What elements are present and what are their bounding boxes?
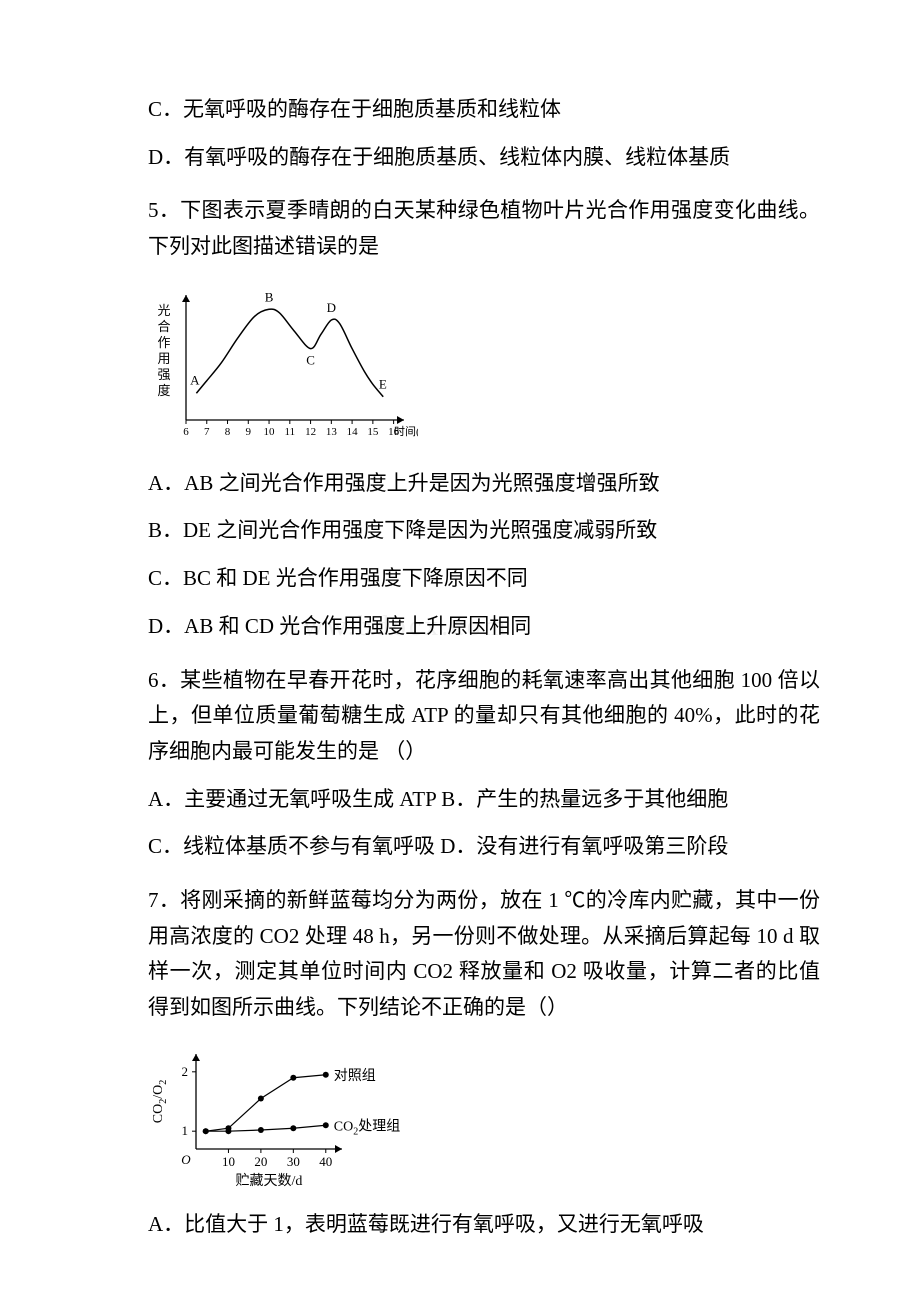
q7-chart-svg: O 10 20 30 40 1 2 CO2/O2 贮藏天数/d 对照组 CO2处理组 bbox=[148, 1044, 428, 1189]
svg-text:14: 14 bbox=[347, 426, 359, 438]
q5-stem-text: 5．下图表示夏季晴朗的白天某种绿色植物叶片光合作用强度变化曲线。下列对此图描述错… bbox=[148, 198, 820, 258]
svg-text:9: 9 bbox=[246, 426, 252, 438]
q5-stem-line1: 5．下图表示夏季晴朗的白天某种绿色植物叶片光合作用强度变化曲线。下列对此图描述错… bbox=[148, 193, 820, 264]
svg-text:对照组: 对照组 bbox=[334, 1067, 376, 1083]
q5-option-d: D．AB 和 CD 光合作用强度上升原因相同 bbox=[148, 609, 820, 645]
svg-text:用: 用 bbox=[157, 351, 170, 366]
svg-text:作: 作 bbox=[157, 335, 170, 350]
svg-text:O: O bbox=[181, 1152, 191, 1167]
svg-text:11: 11 bbox=[285, 426, 296, 438]
svg-text:合: 合 bbox=[157, 319, 170, 334]
svg-text:时间(h): 时间(h) bbox=[394, 425, 418, 438]
q4-option-d: D．有氧呼吸的酶存在于细胞质基质、线粒体内膜、线粒体基质 bbox=[148, 140, 820, 176]
svg-text:度: 度 bbox=[157, 383, 170, 398]
svg-text:40: 40 bbox=[319, 1154, 332, 1169]
q5-option-b: B．DE 之间光合作用强度下降是因为光照强度减弱所致 bbox=[148, 513, 820, 549]
q7-option-a: A．比值大于 1，表明蓝莓既进行有氧呼吸，又进行无氧呼吸 bbox=[148, 1207, 820, 1243]
svg-text:10: 10 bbox=[222, 1154, 235, 1169]
svg-text:1: 1 bbox=[182, 1123, 189, 1138]
svg-text:强: 强 bbox=[157, 367, 170, 382]
q5-chart: 678910111213141516时间(h)光合作用强度ABCDE bbox=[148, 283, 820, 448]
svg-text:A: A bbox=[190, 372, 200, 387]
svg-text:30: 30 bbox=[287, 1154, 300, 1169]
svg-text:20: 20 bbox=[254, 1154, 267, 1169]
q7-stem: 7．将刚采摘的新鲜蓝莓均分为两份，放在 1 ℃的冷库内贮藏，其中一份用高浓度的 … bbox=[148, 883, 820, 1026]
svg-text:12: 12 bbox=[305, 426, 316, 438]
svg-text:CO2/O2: CO2/O2 bbox=[151, 1079, 169, 1122]
q7-chart: O 10 20 30 40 1 2 CO2/O2 贮藏天数/d 对照组 CO2处理组 bbox=[148, 1044, 820, 1189]
q6-stem: 6．某些植物在早春开花时，花序细胞的耗氧速率高出其他细胞 100 倍以上，但单位… bbox=[148, 663, 820, 770]
svg-text:10: 10 bbox=[264, 426, 276, 438]
svg-text:D: D bbox=[327, 300, 336, 315]
q5-option-c: C．BC 和 DE 光合作用强度下降原因不同 bbox=[148, 561, 820, 597]
svg-text:2: 2 bbox=[182, 1064, 189, 1079]
svg-text:C: C bbox=[306, 352, 315, 367]
q6-option-ab: A．主要通过无氧呼吸生成 ATP B．产生的热量远多于其他细胞 bbox=[148, 782, 820, 818]
q6-option-cd: C．线粒体基质不参与有氧呼吸 D．没有进行有氧呼吸第三阶段 bbox=[148, 829, 820, 865]
q5-option-a: A．AB 之间光合作用强度上升是因为光照强度增强所致 bbox=[148, 466, 820, 502]
document-page: C．无氧呼吸的酶存在于细胞质基质和线粒体 D．有氧呼吸的酶存在于细胞质基质、线粒… bbox=[0, 0, 920, 1314]
svg-text:6: 6 bbox=[183, 426, 189, 438]
svg-text:8: 8 bbox=[225, 426, 231, 438]
svg-text:E: E bbox=[379, 376, 387, 391]
svg-text:13: 13 bbox=[326, 426, 338, 438]
svg-text:7: 7 bbox=[204, 426, 210, 438]
svg-text:贮藏天数/d: 贮藏天数/d bbox=[236, 1173, 303, 1189]
q4-option-c: C．无氧呼吸的酶存在于细胞质基质和线粒体 bbox=[148, 92, 820, 128]
svg-text:CO2处理组: CO2处理组 bbox=[334, 1118, 400, 1137]
svg-text:光: 光 bbox=[157, 303, 170, 318]
svg-text:15: 15 bbox=[367, 426, 379, 438]
svg-text:B: B bbox=[265, 289, 274, 304]
q5-chart-svg: 678910111213141516时间(h)光合作用强度ABCDE bbox=[148, 283, 418, 448]
